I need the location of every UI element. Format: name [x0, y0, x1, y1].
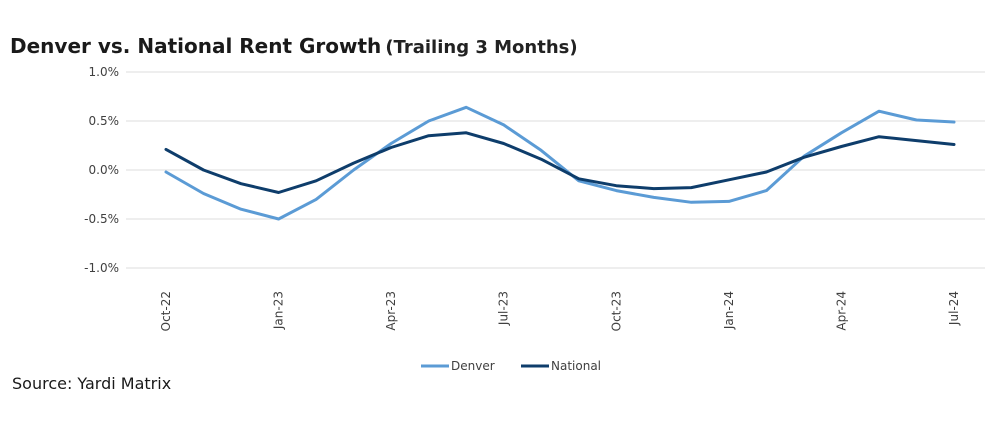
legend: Denver National [421, 359, 601, 373]
x-tick-label: Jul-23 [497, 291, 511, 326]
x-axis-ticks: Oct-22 Jan-23 Apr-23 Jul-23 Oct-23 Jan-24 Apr-… [159, 291, 961, 331]
x-tick-label: Oct-23 [609, 291, 623, 331]
gridlines [126, 71, 985, 269]
y-tick-label: -0.5% [84, 212, 119, 226]
chart-title: Denver vs. National Rent Growth (Trailing… [10, 26, 578, 58]
legend-label-denver: Denver [451, 359, 495, 373]
chart-title-main: Denver vs. National Rent Growth [10, 34, 382, 58]
y-axis-ticks: 1.0% 0.5% 0.0% -0.5% -1.0% [84, 65, 119, 275]
x-tick-label: Jan-24 [722, 291, 736, 330]
series-line-denver [164, 105, 956, 221]
x-tick-label: Jul-24 [947, 291, 961, 326]
y-tick-label: -1.0% [84, 261, 119, 275]
x-tick-label: Apr-23 [384, 291, 398, 331]
legend-label-national: National [551, 359, 601, 373]
y-tick-label: 1.0% [89, 65, 120, 79]
source-note: Source: Yardi Matrix [12, 374, 172, 393]
x-tick-label: Apr-24 [834, 291, 848, 331]
x-tick-label: Oct-22 [159, 291, 173, 331]
series-lines [164, 105, 956, 221]
series-line-national [164, 131, 956, 194]
y-tick-label: 0.0% [89, 163, 120, 177]
y-tick-label: 0.5% [89, 114, 120, 128]
chart-subtitle: (Trailing 3 Months) [385, 37, 578, 58]
x-tick-label: Jan-23 [272, 291, 286, 330]
